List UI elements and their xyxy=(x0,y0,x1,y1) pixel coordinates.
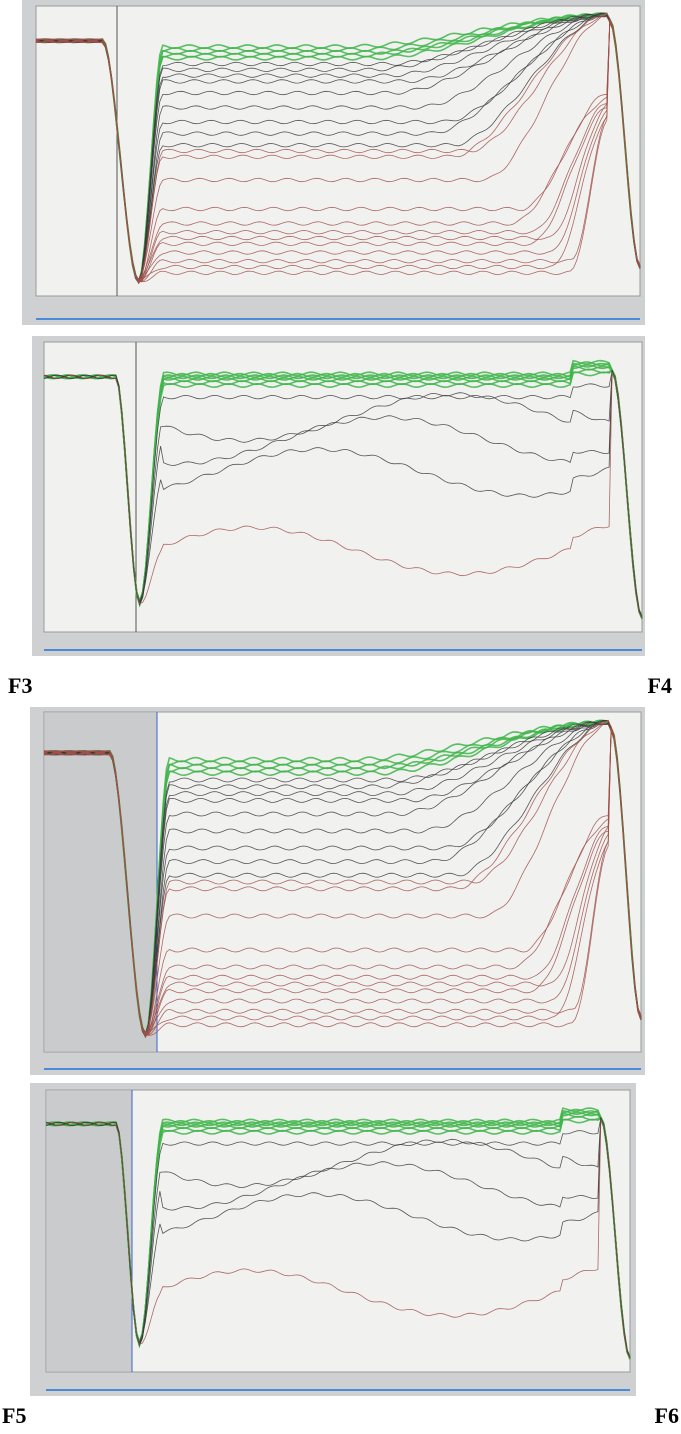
photo-panels xyxy=(22,0,645,1396)
photo xyxy=(22,0,645,325)
trace xyxy=(43,729,642,1036)
shaded-region xyxy=(46,1090,132,1372)
panel-label: F5 xyxy=(2,1403,26,1428)
trace xyxy=(43,370,643,618)
trace xyxy=(43,370,643,618)
panel-label: F6 xyxy=(655,1403,679,1428)
trace xyxy=(35,19,641,283)
trace xyxy=(45,1118,631,1359)
shaded-region xyxy=(44,712,157,1052)
photo xyxy=(30,1083,636,1396)
photo xyxy=(30,707,645,1075)
trace xyxy=(43,371,643,619)
photo xyxy=(32,336,645,656)
panel-label: F4 xyxy=(648,673,672,698)
trace xyxy=(43,727,642,1036)
trace xyxy=(45,1117,631,1358)
trace xyxy=(45,1117,631,1359)
trace xyxy=(35,21,641,283)
panel-label: F3 xyxy=(8,673,32,698)
